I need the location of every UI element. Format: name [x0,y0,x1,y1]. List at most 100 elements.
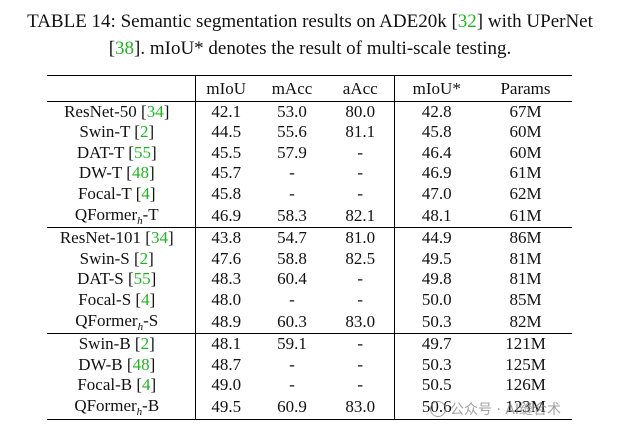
table-row: Focal-B [4] 49.0 - - 50.5 126M [47,375,572,396]
method-name: Focal-S [ [78,289,142,309]
caption-text-b: ] with UPerNet [ [108,11,593,59]
column-header: aAcc [327,75,395,102]
citation-link[interactable]: 48 [131,163,149,183]
value-cell: 61M [509,163,542,183]
method-name-cell: DAT-T [55] [47,142,196,164]
value-cell: 45.7 [211,163,242,183]
value-cell: 81.0 [327,227,395,249]
value-cell: 47.6 [211,248,242,268]
table-header-row: mIoU mAcc aAcc mIoU* Params [47,75,572,102]
citation-link[interactable]: 34 [150,228,168,248]
value-cell: - [327,183,395,205]
value-cell: 86M [479,227,572,249]
value-cell: 49.0 [211,375,242,395]
value-cell: 123M [479,395,572,420]
method-suffix: -S [143,310,159,330]
citation-link[interactable]: 48 [132,354,150,374]
method-name-cell: Swin-T [2] [47,122,196,143]
method-name: DW-T [ [78,163,132,183]
citation-link[interactable]: 2 [139,122,149,142]
method-name: ResNet-50 [ [64,101,147,121]
method-name: QFormer [74,204,138,224]
value-cell: 46.9 [211,205,242,225]
value-cell: - [327,142,395,164]
value-cell: 43.8 [195,227,257,249]
value-cell: 58.8 [277,248,307,268]
citation-link[interactable]: 2 [140,334,150,354]
value-cell: 62M [509,183,542,203]
method-name-cell: DW-B [48] [47,354,196,376]
table-row: QFormerh-S 48.9 60.3 83.0 50.3 82M [47,310,572,334]
table-row: DAT-T [55] 45.5 57.9- 46.4 60M [47,142,572,164]
method-name-cell: Focal-S [4] [47,289,196,311]
value-cell: - [289,183,295,203]
method-name: QFormer [75,310,138,330]
citation-close: ] [149,354,156,374]
method-name: Focal-T [ [77,183,142,203]
citation-close: ] [163,101,170,121]
citation-close: ] [150,269,157,289]
caption-text-c: ]. mIoU* denotes the result of multi-sca… [134,38,512,59]
value-cell: 50.5 [421,375,452,395]
citation-close: ] [167,228,174,248]
value-cell: 53.0 [277,101,307,121]
citation-close: ] [149,289,156,309]
citation-link[interactable]: 4 [142,375,151,395]
method-name-cell: DW-T [48] [47,163,196,184]
value-cell: - [289,163,295,183]
value-cell: 48.9 [211,311,242,331]
value-cell: 85M [509,289,542,309]
value-cell: 45.5 [211,142,242,162]
method-name-cell: Focal-T [4] [47,183,196,205]
value-cell: 49.7 [394,333,479,355]
value-cell: 60M [509,142,542,162]
method-name-cell: QFormerh-S [47,310,196,334]
caption-ref-a[interactable]: 32 [457,11,477,32]
column-header: mIoU* [394,75,479,102]
value-cell: - [289,354,295,374]
citation-link[interactable]: 4 [141,289,150,309]
value-cell: 83.0 [327,395,395,420]
table-row: Swin-T [2] 44.5 55.6 81.1 45.8 60M [47,122,572,143]
table-row: DAT-S [55] 48.3 60.4- 49.8 81M [47,269,572,290]
citation-link[interactable]: 34 [146,101,164,121]
table-row: Focal-S [4] 48.0 - - 50.0 85M [47,289,572,311]
method-suffix: -B [142,395,160,415]
value-cell: 48.0 [211,289,242,309]
value-cell: 54.7 [257,227,327,249]
table-row: ResNet-50 [34] 42.1 53.0 80.0 42.8 67M [47,101,572,123]
method-name-cell: Swin-S [2] [47,248,196,270]
method-name: ResNet-101 [ [59,228,151,248]
value-cell: - [289,375,295,395]
value-cell: - [327,375,395,396]
value-cell: - [327,333,395,355]
value-cell: - [327,354,395,376]
citation-close: ] [148,248,154,268]
value-cell: 81M [509,248,542,268]
value-cell: 81.1 [327,122,395,143]
value-cell: 46.9 [421,163,452,183]
method-name-cell: ResNet-50 [34] [47,101,196,123]
value-cell: - [327,289,395,311]
method-name-cell: QFormerh-T [47,204,196,228]
citation-link[interactable]: 55 [133,269,151,289]
table-body: ResNet-50 [34] 42.1 53.0 80.0 42.8 67M Swin-T … [47,101,572,420]
method-subscript: h [136,405,143,418]
method-name: Swin-B [ [78,334,141,354]
column-header: Params [479,75,572,102]
value-cell: 60M [509,122,542,142]
citation-close: ] [150,375,157,395]
value-cell: 82.5 [327,248,395,270]
citation-close: ] [148,122,155,142]
method-name: Swin-S [ [79,248,140,268]
value-cell: 50.3 [421,354,452,374]
citation-link[interactable]: 2 [139,248,149,268]
value-cell: 48.1 [421,205,452,225]
citation-link[interactable]: 55 [133,142,151,162]
value-cell: - [327,269,395,290]
citation-link[interactable]: 4 [141,183,150,203]
value-cell: 45.8 [421,122,452,142]
citation-close: ] [148,163,155,183]
caption-ref-b[interactable]: 38 [115,38,135,59]
value-cell: - [289,289,295,309]
